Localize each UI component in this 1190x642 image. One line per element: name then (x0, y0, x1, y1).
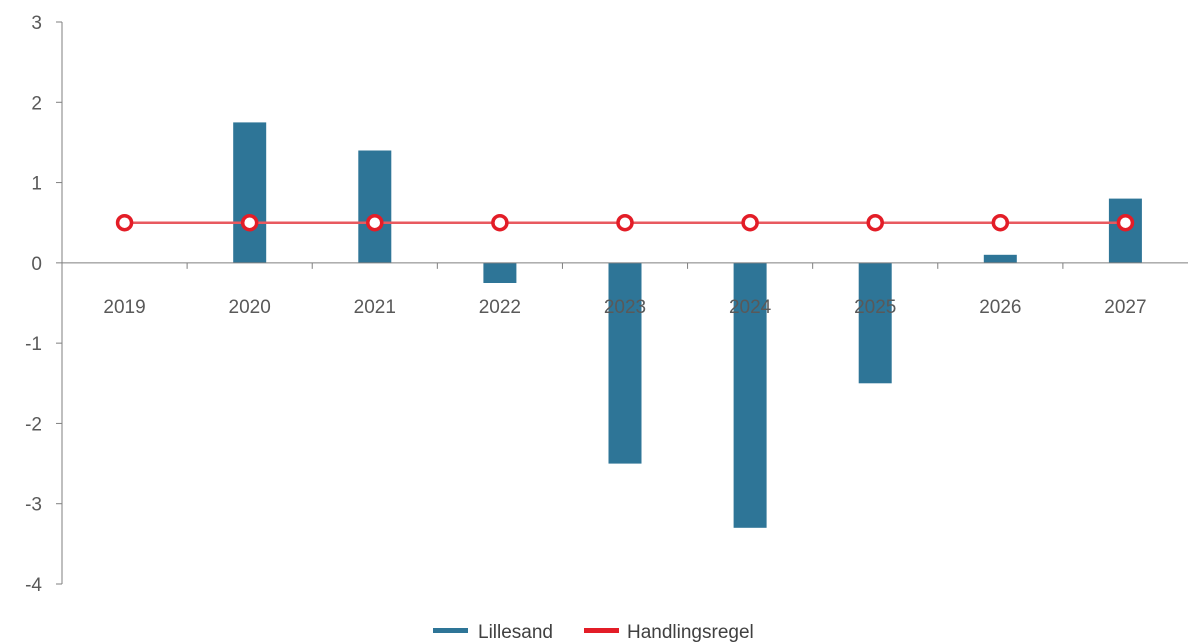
x-tick-label: 2022 (479, 297, 521, 318)
y-tick-labels-group: 3 2 1 0 -1 -2 -3 -4 (25, 13, 42, 596)
line-point-2020 (240, 213, 259, 232)
line-point-2026 (991, 213, 1010, 232)
bar-2022 (483, 262, 517, 283)
x-tick-label: 2021 (354, 297, 396, 318)
x-tick-label: 2025 (854, 297, 896, 318)
bar-2023 (608, 262, 642, 464)
y-tick-label: 1 (31, 174, 42, 195)
line-point-2024 (741, 213, 759, 232)
y-tick-label: -1 (25, 334, 42, 355)
x-tick-label: 2023 (604, 297, 646, 318)
legend: Lillesand Handlingsregel (433, 622, 754, 642)
line-point-2022 (491, 213, 509, 232)
line-point-2021 (366, 213, 384, 232)
x-tick-label: 2019 (103, 297, 145, 318)
bar-2024 (733, 262, 767, 528)
legend-swatch (584, 628, 619, 633)
y-tick-label: 2 (31, 93, 42, 114)
line-point-2027 (1116, 213, 1135, 232)
legend-label: Lillesand (478, 622, 553, 642)
y-tick-label: -4 (25, 575, 42, 596)
axes-group (56, 21, 1188, 585)
y-tick-label: -2 (25, 414, 42, 435)
y-tick-label: 0 (31, 254, 42, 275)
x-tick-label: 2024 (729, 297, 772, 318)
legend-swatch (433, 628, 468, 633)
line-point-2025 (866, 213, 884, 232)
line-point-2019 (115, 213, 134, 232)
bar-2021 (358, 150, 392, 263)
bars-group (233, 122, 1142, 528)
line-series-group (115, 213, 1135, 232)
bar-2026 (983, 254, 1017, 263)
line-point-2023 (616, 213, 634, 232)
x-tick-labels-group: 2019 2020 2021 2022 2023 2024 2025 2026 2027 (103, 297, 1146, 318)
bar-2020 (233, 122, 267, 263)
x-tick-label: 2026 (979, 297, 1021, 318)
x-tick-label: 2027 (1104, 297, 1146, 318)
x-tick-label: 2020 (229, 297, 271, 318)
bar-2025 (858, 262, 892, 384)
legend-label: Handlingsregel (627, 622, 754, 642)
y-tick-label: -3 (25, 495, 42, 516)
y-tick-label: 3 (31, 13, 42, 34)
